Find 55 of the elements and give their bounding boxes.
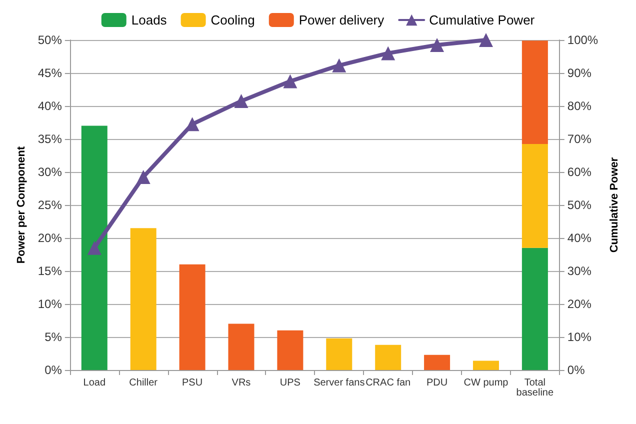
- bar: [228, 324, 254, 370]
- point: [381, 46, 396, 60]
- y2-tick-label: 60%: [567, 165, 592, 179]
- y-tick-label: 5%: [44, 330, 62, 344]
- x-tick-label: CRAC fan: [366, 378, 411, 388]
- point: [430, 38, 444, 52]
- y-tick-label: 50%: [38, 33, 62, 47]
- y-tick-label: 20%: [38, 231, 62, 245]
- point: [332, 58, 346, 72]
- bar: [130, 228, 156, 370]
- x-tick-label: Server fans: [314, 378, 365, 388]
- y2-tick-label: 40%: [567, 231, 592, 245]
- x-tick-label: VRs: [232, 378, 251, 388]
- y-tick-label: 10%: [38, 297, 62, 311]
- x-tick-label: Chiller: [129, 378, 158, 388]
- point: [136, 170, 150, 184]
- bar: [326, 338, 352, 370]
- point: [87, 240, 102, 255]
- x-tick-label: PDU: [426, 378, 448, 388]
- x-tick-label: CW pump: [464, 378, 509, 388]
- legend-label: Cooling: [210, 12, 255, 28]
- y-tick-label: 25%: [38, 198, 62, 212]
- y-tick-label: 0%: [44, 363, 62, 377]
- y2-tick-label: 90%: [567, 66, 592, 80]
- x-tick-label: UPS: [280, 378, 301, 388]
- y2-tick-label: 50%: [567, 198, 592, 212]
- point: [234, 94, 248, 108]
- legend-label: Loads: [131, 12, 168, 28]
- bar: [375, 344, 402, 370]
- legend-label: Cumulative Power: [429, 12, 536, 28]
- y2-tick-label: 80%: [567, 99, 592, 113]
- y-tick-label: 35%: [38, 132, 62, 146]
- bar: [81, 126, 108, 370]
- y2-tick-label: 30%: [567, 264, 592, 278]
- y-tick-label: 15%: [38, 264, 62, 278]
- y-tick-label: 40%: [38, 99, 62, 113]
- x-tick-label: Load: [83, 378, 106, 388]
- y-tick-label: 30%: [38, 165, 62, 179]
- point: [478, 33, 493, 47]
- y-tick-label: 45%: [38, 66, 62, 80]
- point: [283, 74, 298, 88]
- y2-axis-title: Cumulative Power: [608, 156, 620, 253]
- bar: [277, 330, 304, 370]
- y2-tick-label: 20%: [567, 297, 592, 311]
- y2-tick-label: 100%: [567, 33, 598, 47]
- x-tick-label: PSU: [182, 378, 203, 388]
- y2-tick-label: 10%: [567, 330, 592, 344]
- bar: [472, 360, 499, 370]
- legend-label: Power delivery: [298, 12, 385, 28]
- y2-tick-label: 70%: [567, 132, 592, 146]
- y-axis-title: Power per Component: [16, 146, 28, 264]
- bar: [424, 354, 450, 370]
- bar: [179, 264, 206, 370]
- y2-tick-label: 0%: [567, 363, 586, 377]
- x-tick-label: Total baseline: [516, 378, 554, 398]
